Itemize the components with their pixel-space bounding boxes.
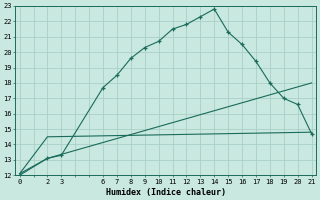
X-axis label: Humidex (Indice chaleur): Humidex (Indice chaleur) xyxy=(106,188,226,197)
